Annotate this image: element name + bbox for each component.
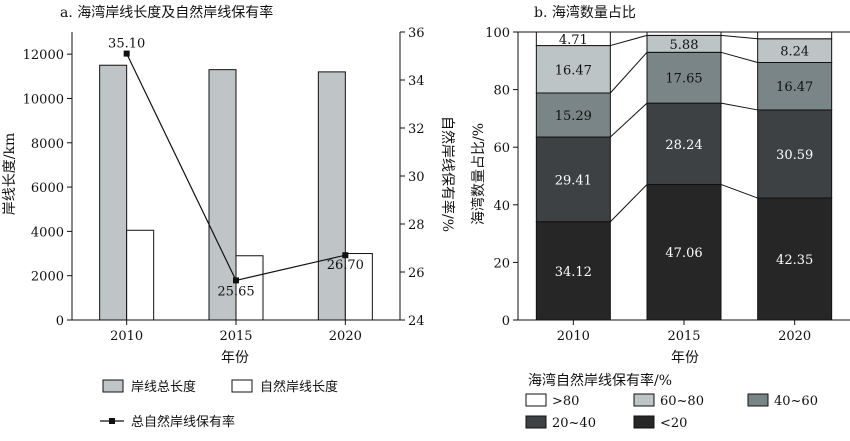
label-natural-rate-2020: 26.70 (327, 258, 364, 273)
stack-segment-2010-1 (535, 136, 611, 223)
panel-b-legend-swatch-4 (525, 393, 547, 407)
panel-a-legend-line-marker (109, 418, 115, 424)
panel-b-legend-label-0: <20 (660, 416, 687, 431)
stack-label-2010-4: 4.71 (559, 33, 588, 48)
panel-a-y2-tick-label-30: 30 (408, 170, 425, 185)
panel-a-y2-tick-label-28: 28 (408, 218, 425, 233)
panel-a-y2-tick-label-24: 24 (408, 314, 425, 329)
panel-b-axes: 0 20 40 60 80 100 2010 2015 2020 (485, 26, 850, 344)
connector-0-3 (610, 34, 648, 47)
stack-label-2020-2: 16.47 (776, 80, 813, 95)
panel-a-axes: 0 2000 4000 6000 8000 10000 12000 24 26 28 30 32 34 3… (23, 26, 425, 344)
panel-b-x-tick-label-2020: 2020 (778, 329, 811, 344)
panel-a-y2-tick-label-26: 26 (408, 266, 425, 281)
panel-b-title: b. 海湾数量占比 (534, 4, 636, 21)
panel-a-y-tick-label-6000: 6000 (31, 181, 64, 196)
bar-natural-2010 (126, 229, 155, 321)
panel-b-legend-label-1: 20~40 (552, 416, 596, 431)
marker-natural-rate-2010 (123, 50, 130, 57)
stack-label-2015-1: 28.24 (665, 138, 702, 153)
marker-natural-rate-2020 (342, 252, 349, 259)
panel-a-y-tick-label-4000: 4000 (31, 225, 64, 240)
panel-b-y-label: 海湾数量占比/% (470, 123, 487, 225)
marker-natural-rate-2015 (233, 277, 239, 284)
stack-segment-2010-3 (535, 45, 611, 94)
panel-a-bars (99, 64, 373, 321)
panel-b-legend-label-3: 60~80 (660, 394, 704, 409)
panel-b-x-tick-label-2010: 2010 (557, 329, 590, 344)
panel-b-legend-label-2: 40~60 (774, 394, 818, 409)
panel-a-line: 35.10 25.65 26.70 (108, 37, 364, 300)
connector-1-1 (720, 102, 758, 111)
stack-label-2015-3: 5.88 (670, 38, 699, 53)
stack-label-2020-3: 8.24 (780, 45, 809, 60)
panel-a-legend-label-1: 自然岸线长度 (260, 379, 338, 395)
panel-b-legend: >80 60~80 40~60 20~40 <20 (525, 393, 818, 431)
bar-natural-2020 (344, 253, 373, 321)
stack-segment-2015-2 (646, 51, 722, 104)
panel-a-x-label: 年份 (221, 350, 249, 366)
panel-a-y2-label: 自然岸线保有率/% (439, 116, 456, 232)
panel-b-legend-swatch-1 (525, 415, 547, 429)
panel-a-y2-tick-label-34: 34 (408, 74, 425, 89)
panel-b-legend-swatch-3 (633, 393, 655, 407)
stack-label-2010-3: 16.47 (555, 63, 592, 78)
panel-b-legend-label-4: >80 (552, 394, 579, 409)
connector-1-3 (720, 34, 758, 40)
stack-label-2010-0: 34.12 (555, 265, 592, 280)
panel-b-y-tick-label-40: 40 (493, 199, 510, 214)
label-natural-rate-2010: 35.10 (108, 37, 145, 52)
panel-a-x-tick-label-2015: 2015 (219, 329, 252, 344)
panel-a-y-tick-label-12000: 12000 (23, 48, 64, 63)
stack-label-2020-0: 42.35 (776, 253, 813, 268)
panel-b-legend-title: 海湾自然岸线保有率/% (528, 372, 672, 389)
stack-segment-2010-0 (535, 221, 611, 321)
panel-b-bars: 34.12 29.41 15.29 16.47 4.71 47.06 28.24 17.65 5… (535, 31, 833, 321)
connector-0-2 (609, 51, 648, 94)
panel-b-x-tick-label-2015: 2015 (667, 329, 700, 344)
stack-segment-2020-4 (757, 31, 833, 40)
stack-label-2015-2: 17.65 (665, 72, 702, 87)
panel-a-legend-label-0: 岸线总长度 (131, 379, 196, 395)
panel-a: a. 海湾岸线长度及自然岸线保有率 35.10 25.65 26.70 0 2000 4… (2, 4, 456, 430)
stack-label-2015-0: 47.06 (665, 246, 702, 261)
panel-b-x-label: 年份 (671, 350, 699, 366)
panel-b-legend-swatch-2 (747, 393, 769, 407)
stack-label-2010-2: 15.29 (555, 109, 592, 124)
panel-b-y-tick-label-100: 100 (485, 26, 510, 41)
panel-a-legend-swatch-1 (231, 379, 253, 393)
panel-a-y-tick-label-0: 0 (56, 314, 64, 329)
panel-a-y2-tick-label-36: 36 (408, 26, 425, 41)
panel-a-y-tick-label-10000: 10000 (23, 92, 64, 107)
stack-label-2010-1: 29.41 (555, 173, 592, 188)
panel-a-y-tick-label-2000: 2000 (31, 270, 64, 285)
panel-a-y2-tick-label-32: 32 (408, 122, 425, 137)
panel-a-legend-line-label: 总自然岸线保有率 (131, 414, 235, 430)
panel-a-legend-swatch-0 (102, 379, 124, 393)
bar-total-2020 (317, 71, 346, 321)
stack-segment-2015-0 (646, 183, 722, 321)
panel-a-title: a. 海湾岸线长度及自然岸线保有率 (60, 4, 273, 21)
connector-1-0 (720, 183, 758, 199)
bar-total-2015 (208, 69, 237, 321)
panel-b-y-tick-label-0: 0 (502, 314, 510, 329)
panel-a-y-label: 岸线长度/km (2, 133, 18, 215)
panel-b-y-tick-label-80: 80 (493, 84, 510, 99)
panel-b: b. 海湾数量占比 34.12 29.41 15.29 16.47 4.71 47.06 2… (470, 4, 850, 431)
label-natural-rate-2015: 25.65 (217, 284, 254, 299)
panel-a-y-tick-label-8000: 8000 (31, 137, 64, 152)
panel-b-y-tick-label-60: 60 (493, 141, 510, 156)
panel-b-legend-swatch-0 (633, 415, 655, 429)
bar-total-2010 (99, 64, 128, 321)
stack-segment-2020-1 (757, 109, 833, 199)
stack-label-2020-1: 30.59 (776, 148, 813, 163)
panel-a-x-tick-label-2010: 2010 (110, 329, 143, 344)
panel-b-y-tick-label-20: 20 (493, 256, 510, 271)
connector-1-2 (720, 51, 758, 63)
panel-a-x-tick-label-2020: 2020 (329, 329, 362, 344)
connector-0-0 (609, 184, 648, 223)
connector-0-1 (609, 102, 648, 138)
